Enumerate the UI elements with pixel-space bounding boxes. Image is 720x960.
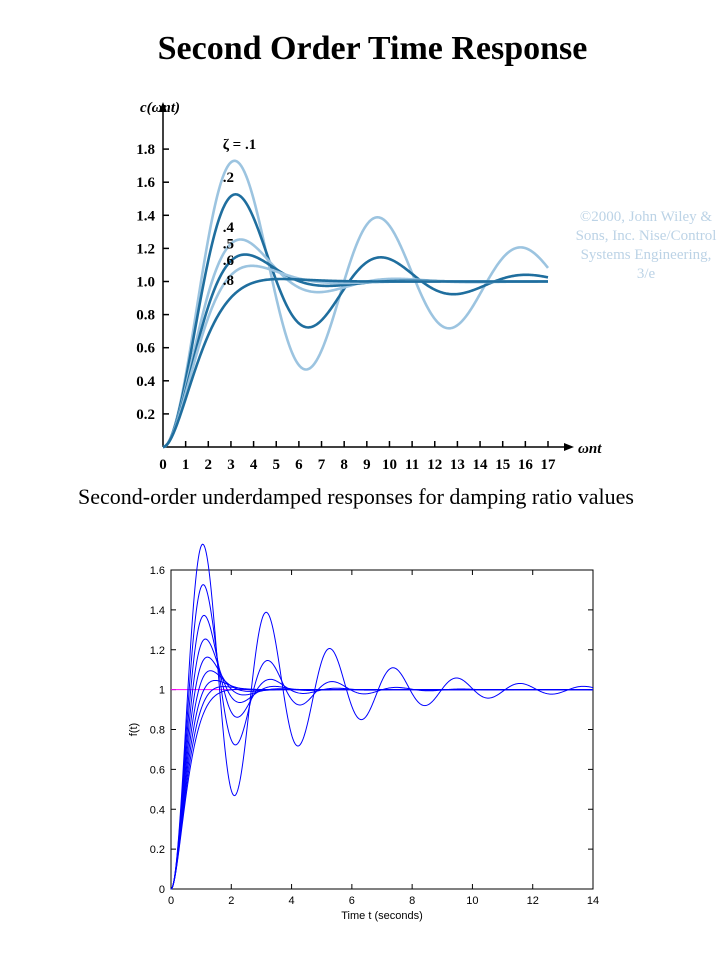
chart2-axes: 0 2 4 6 8 10 12 14 0 0.2 0.4 0.6 0.8 1 1.2 1.4 1.6 Time t… bbox=[128, 565, 599, 922]
chart1-axes: 0 1 2 3 4 5 6 7 8 9 10 11 12 13 14 15 16 170.20.40.60.81.… bbox=[136, 100, 602, 473]
x-tick-label: 11 bbox=[405, 457, 419, 473]
x-tick-label: 7 bbox=[318, 457, 326, 473]
x-tick-label: 5 bbox=[272, 457, 280, 473]
x-tick-label: 15 bbox=[495, 457, 510, 473]
x-tick-label: 6 bbox=[349, 895, 355, 907]
series-zeta-0.1 bbox=[170, 543, 594, 890]
y-tick-label: 0.2 bbox=[136, 407, 155, 423]
x-tick-label: 14 bbox=[587, 895, 599, 907]
y-tick-label: 0.6 bbox=[150, 764, 165, 776]
series-zeta-0.8 bbox=[162, 277, 549, 449]
zeta-annotation: .4 bbox=[223, 220, 235, 236]
x-tick-label: 9 bbox=[363, 457, 371, 473]
y-tick-label: 1.8 bbox=[136, 142, 155, 158]
copyright-notice: ©2000, John Wiley & Sons, Inc. Nise/Cont… bbox=[575, 209, 717, 282]
chart1-annotations: ζ = .1 .2 .4.5.6 .8 bbox=[223, 137, 257, 289]
x-tick-label: 8 bbox=[340, 457, 348, 473]
zeta-annotation: ζ = .1 bbox=[223, 137, 257, 153]
series-zeta-0.9 bbox=[170, 688, 593, 890]
y-tick-label: 1.0 bbox=[136, 275, 155, 291]
y-tick-label: 1.4 bbox=[136, 208, 155, 224]
y-tick-label: 0.4 bbox=[136, 374, 155, 390]
x-tick-label: 12 bbox=[527, 895, 539, 907]
figure-caption: Second-order underdamped responses for d… bbox=[78, 484, 634, 509]
x-tick-label: 3 bbox=[227, 457, 235, 473]
y-tick-label: 0.8 bbox=[150, 725, 165, 737]
x-tick-label: 4 bbox=[289, 895, 295, 907]
x-tick-label: 12 bbox=[427, 457, 442, 473]
x-tick-label: 4 bbox=[250, 457, 258, 473]
x-tick-label: 1 bbox=[182, 457, 190, 473]
chart1-series bbox=[162, 159, 550, 449]
y-tick-label: 0 bbox=[159, 884, 165, 896]
y-axis-label: f(t) bbox=[128, 723, 140, 736]
x-tick-label: 0 bbox=[168, 895, 174, 907]
x-tick-label: 6 bbox=[295, 457, 303, 473]
y-tick-label: 1.6 bbox=[150, 565, 165, 577]
series-zeta-0.2 bbox=[162, 193, 549, 449]
x-axis-label: Time t (seconds) bbox=[341, 910, 423, 922]
x-tick-label: 10 bbox=[382, 457, 397, 473]
x-tick-label: 10 bbox=[466, 895, 478, 907]
zeta-annotation: .5 bbox=[223, 236, 234, 252]
y-tick-label: 0.4 bbox=[150, 804, 165, 816]
y-tick-label: 1.4 bbox=[150, 605, 165, 617]
y-tick-label: 1 bbox=[159, 685, 165, 697]
x-tick-label: 16 bbox=[518, 457, 534, 473]
nise-response-chart: 0 1 2 3 4 5 6 7 8 9 10 11 12 13 14 15 16 170.20.40.60.81.… bbox=[136, 100, 602, 473]
x-tick-label: 13 bbox=[450, 457, 465, 473]
y-tick-label: 0.2 bbox=[150, 844, 165, 856]
y-axis-label: c(ωnt) bbox=[140, 100, 180, 116]
x-tick-label: 2 bbox=[228, 895, 234, 907]
y-tick-label: 1.2 bbox=[150, 645, 165, 657]
plot-frame bbox=[170, 569, 594, 890]
zeta-annotation: .6 bbox=[223, 253, 235, 269]
y-axis-arrow bbox=[159, 102, 167, 112]
chart2-series bbox=[170, 543, 594, 890]
x-tick-label: 8 bbox=[409, 895, 415, 907]
y-tick-label: 1.2 bbox=[136, 241, 155, 257]
zeta-annotation: .2 bbox=[223, 170, 234, 186]
y-tick-label: 0.8 bbox=[136, 308, 155, 324]
x-tick-label: 17 bbox=[541, 457, 557, 473]
x-tick-label: 2 bbox=[205, 457, 213, 473]
page-title: Second Order Time Response bbox=[157, 30, 588, 67]
x-axis-label: ωnt bbox=[578, 441, 602, 457]
zeta-annotation: .8 bbox=[223, 273, 234, 289]
x-tick-label: 0 bbox=[159, 457, 167, 473]
y-tick-label: 0.6 bbox=[136, 341, 155, 357]
y-tick-label: 1.6 bbox=[136, 175, 155, 191]
x-tick-label: 14 bbox=[473, 457, 489, 473]
x-axis-arrow bbox=[564, 443, 574, 451]
